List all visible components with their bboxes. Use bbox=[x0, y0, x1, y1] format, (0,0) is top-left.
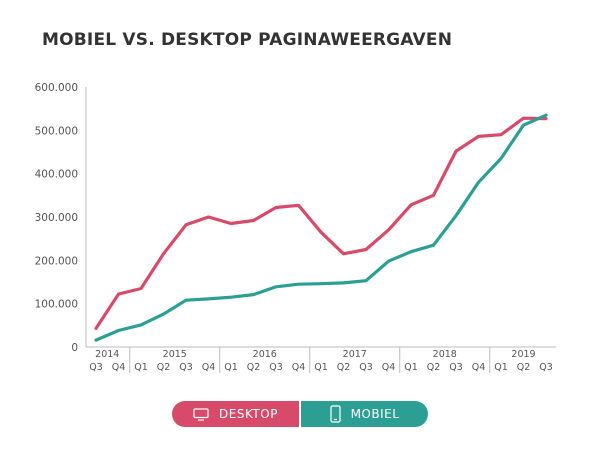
monitor-icon bbox=[193, 407, 209, 421]
x-tick-label: Q3 bbox=[449, 362, 463, 373]
legend-item-desktop[interactable]: DESKTOP bbox=[172, 401, 301, 427]
x-tick-label: Q2 bbox=[157, 362, 171, 373]
x-tick-label: Q2 bbox=[517, 362, 531, 373]
x-tick-label: Q4 bbox=[202, 362, 216, 373]
x-year-label: 2019 bbox=[511, 349, 535, 360]
x-tick-label: Q3 bbox=[179, 362, 193, 373]
x-year-label: 2018 bbox=[433, 349, 457, 360]
x-tick-label: Q3 bbox=[359, 362, 373, 373]
series-line-desktop bbox=[94, 116, 548, 330]
x-tick-label: Q4 bbox=[472, 362, 486, 373]
y-tick-label: 200.000 bbox=[35, 255, 78, 267]
x-tick-label: Q3 bbox=[89, 362, 103, 373]
legend-item-mobile[interactable]: MOBIEL bbox=[301, 401, 428, 427]
y-tick-label: 500.000 bbox=[35, 125, 78, 137]
x-year-label: 2017 bbox=[343, 349, 367, 360]
y-tick-label: 400.000 bbox=[35, 169, 78, 181]
legend-label-mobile: MOBIEL bbox=[350, 407, 400, 421]
line-chart: 0 100.000 200.000 300.000 400.000 500.000 600.… bbox=[35, 82, 556, 373]
x-tick-label: Q1 bbox=[404, 362, 418, 373]
x-tick-label: Q1 bbox=[134, 362, 148, 373]
smartphone-icon bbox=[329, 405, 341, 423]
y-tick-label: 0 bbox=[71, 342, 78, 354]
x-tick-label: Q2 bbox=[427, 362, 441, 373]
x-tick-label: Q2 bbox=[337, 362, 351, 373]
x-tick-label: Q2 bbox=[247, 362, 261, 373]
y-tick-label: 100.000 bbox=[35, 299, 78, 311]
x-tick-label: Q4 bbox=[112, 362, 126, 373]
x-tick-label: Q1 bbox=[314, 362, 328, 373]
x-year-label: 2015 bbox=[163, 349, 187, 360]
x-tick-label: Q4 bbox=[292, 362, 306, 373]
x-tick-label: Q3 bbox=[539, 362, 553, 373]
y-tick-label: 600.000 bbox=[35, 82, 78, 94]
x-tick-label: Q3 bbox=[269, 362, 283, 373]
x-tick-label: Q1 bbox=[224, 362, 238, 373]
x-tick-label: Q4 bbox=[382, 362, 396, 373]
chart-title: MOBIEL VS. DESKTOP PAGINAWEERGAVEN bbox=[42, 30, 453, 50]
legend: DESKTOP MOBIEL bbox=[172, 401, 428, 427]
x-tick-label: Q1 bbox=[494, 362, 508, 373]
x-year-label: 2016 bbox=[253, 349, 277, 360]
legend-label-desktop: DESKTOP bbox=[219, 407, 278, 421]
x-year-label: 2014 bbox=[95, 349, 119, 360]
y-tick-label: 300.000 bbox=[35, 212, 78, 224]
series-line-mobiel bbox=[94, 113, 548, 342]
